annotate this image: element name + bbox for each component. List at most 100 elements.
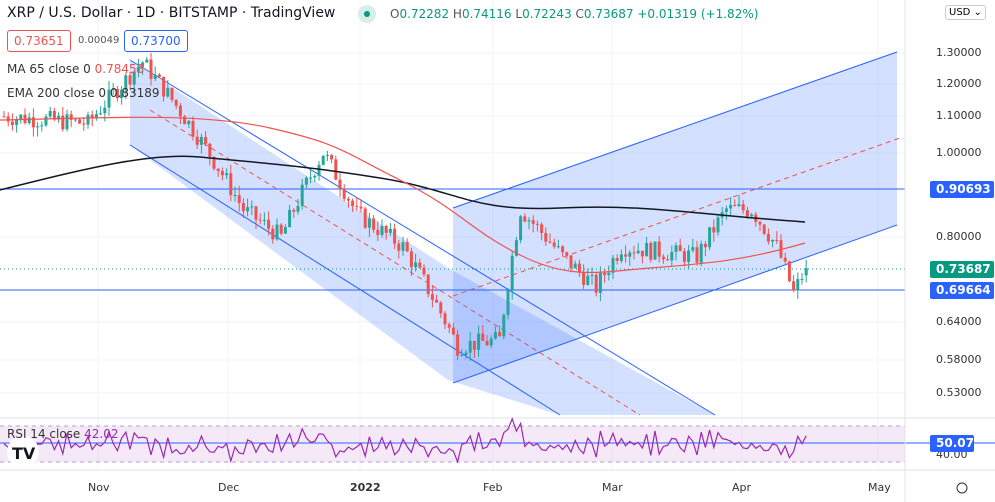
candle bbox=[666, 259, 670, 261]
candle bbox=[510, 255, 514, 291]
candle bbox=[86, 114, 90, 125]
candle bbox=[674, 245, 678, 252]
candle bbox=[334, 159, 338, 180]
candle bbox=[393, 228, 397, 244]
candle bbox=[443, 313, 447, 325]
candle bbox=[590, 274, 594, 276]
candle bbox=[804, 268, 808, 276]
candle bbox=[283, 227, 287, 234]
candle bbox=[498, 331, 502, 337]
candle bbox=[607, 272, 611, 276]
candle bbox=[733, 204, 737, 207]
candle bbox=[439, 302, 443, 314]
candle bbox=[267, 219, 271, 229]
channel-top bbox=[129, 59, 716, 416]
candle bbox=[456, 334, 460, 356]
candle bbox=[388, 228, 392, 233]
candle bbox=[556, 246, 560, 248]
candle bbox=[619, 254, 623, 261]
ohlc-readout: O0.72282 H0.74116 L0.72243 C0.73687 +0.0… bbox=[390, 7, 759, 21]
candle bbox=[19, 114, 23, 120]
candle bbox=[464, 352, 468, 355]
candle bbox=[632, 252, 636, 254]
candle bbox=[418, 262, 422, 268]
candle bbox=[741, 204, 745, 211]
candle bbox=[241, 203, 245, 212]
resistance-tag: 0.90693 bbox=[930, 181, 994, 198]
candle bbox=[170, 87, 174, 100]
candle bbox=[141, 62, 145, 68]
sell-button[interactable]: 0.73651 bbox=[7, 30, 71, 52]
candle bbox=[262, 219, 266, 221]
candle bbox=[460, 354, 464, 356]
candle bbox=[27, 117, 31, 124]
candle bbox=[338, 179, 342, 190]
candle bbox=[128, 75, 132, 85]
time-tick: Mar bbox=[602, 481, 623, 494]
candle bbox=[73, 119, 77, 121]
rsi-legend[interactable]: RSI 14 close 42.02 bbox=[7, 427, 119, 441]
candle bbox=[229, 173, 233, 196]
ema-legend[interactable]: EMA 200 close 0 0.83189 bbox=[7, 86, 160, 100]
candle bbox=[10, 121, 14, 126]
candle bbox=[477, 333, 481, 350]
last-price-tag: 0.73687 bbox=[930, 261, 994, 278]
candle bbox=[258, 219, 262, 221]
rsi-line bbox=[3, 417, 807, 464]
candle bbox=[195, 136, 199, 145]
candle bbox=[687, 250, 691, 262]
candle bbox=[65, 114, 69, 130]
candle bbox=[708, 227, 712, 248]
candle bbox=[472, 340, 476, 350]
candle bbox=[422, 267, 426, 275]
candle bbox=[678, 245, 682, 252]
candle bbox=[775, 239, 779, 241]
candle bbox=[212, 156, 216, 169]
candle bbox=[94, 114, 98, 119]
settings-icon[interactable] bbox=[956, 482, 968, 494]
candle bbox=[132, 71, 136, 85]
candle bbox=[519, 216, 523, 241]
candle bbox=[670, 251, 674, 261]
spread: 0.00049 bbox=[78, 35, 120, 46]
candle bbox=[527, 220, 531, 222]
buy-button[interactable]: 0.73700 bbox=[124, 30, 188, 52]
candle bbox=[640, 250, 644, 257]
candle bbox=[624, 254, 628, 257]
candle bbox=[657, 241, 661, 257]
candle bbox=[40, 125, 44, 127]
candle bbox=[237, 194, 241, 204]
time-tick: Dec bbox=[218, 481, 240, 494]
candle bbox=[649, 242, 653, 260]
candle bbox=[325, 155, 329, 157]
candle bbox=[783, 257, 787, 262]
candle bbox=[401, 242, 405, 251]
candle bbox=[792, 281, 796, 291]
price-tick: 1.00000 bbox=[936, 146, 982, 159]
candle bbox=[296, 205, 300, 212]
candle bbox=[120, 89, 124, 99]
candle bbox=[535, 223, 539, 225]
candle bbox=[598, 272, 602, 293]
currency-select[interactable]: USD ⌄ bbox=[945, 5, 986, 20]
candle bbox=[426, 274, 430, 295]
candle bbox=[309, 177, 313, 179]
candle bbox=[489, 338, 493, 346]
candle bbox=[300, 184, 304, 206]
ma-legend[interactable]: MA 65 close 0 0.78453 bbox=[7, 62, 145, 76]
candle bbox=[254, 206, 258, 220]
candle bbox=[162, 76, 166, 97]
candle bbox=[183, 116, 187, 125]
candle bbox=[502, 314, 506, 337]
descending-channel[interactable] bbox=[130, 60, 715, 415]
candle bbox=[246, 207, 250, 212]
candle bbox=[44, 116, 48, 126]
candle bbox=[703, 243, 707, 248]
candle bbox=[800, 279, 804, 281]
candle bbox=[153, 74, 157, 79]
candle bbox=[145, 59, 149, 63]
candle bbox=[2, 116, 6, 118]
candle bbox=[187, 120, 191, 125]
price-tick: 0.64000 bbox=[936, 315, 982, 328]
